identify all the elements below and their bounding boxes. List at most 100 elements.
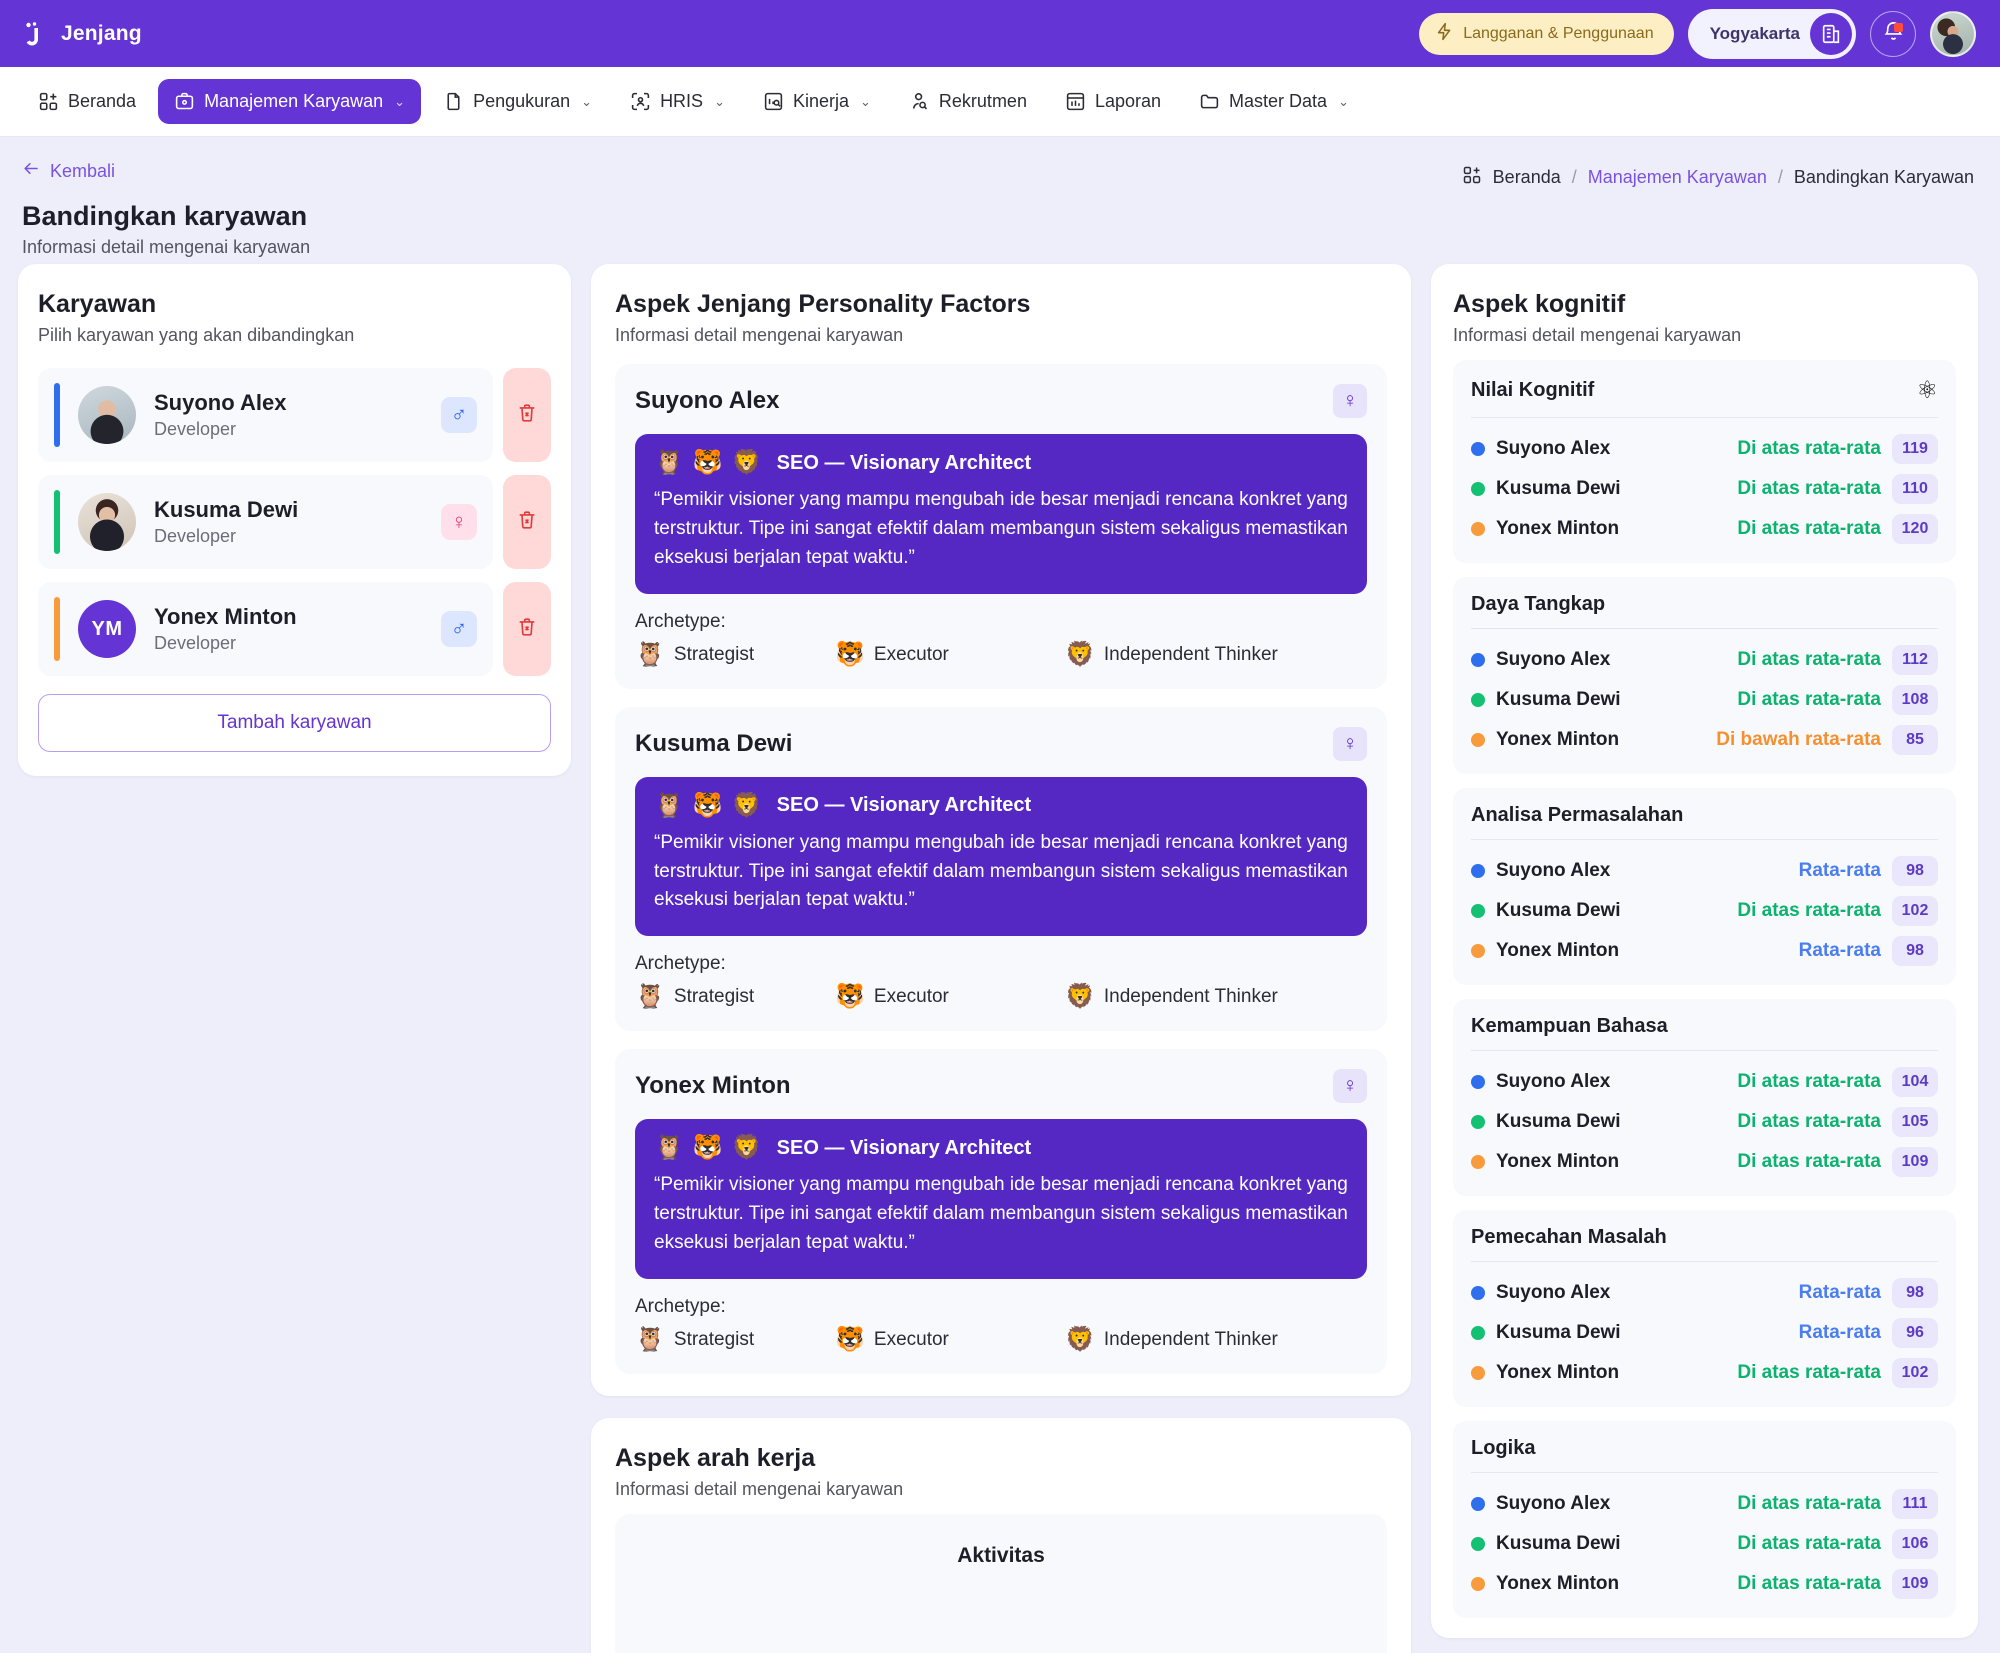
score-badge: 119 xyxy=(1892,434,1938,464)
table-row: Kusuma Dewi Di atas rata-rata 105 xyxy=(1471,1102,1938,1142)
gender-female-icon: ♀ xyxy=(1333,384,1367,418)
status-badge: Di atas rata-rata xyxy=(1737,438,1881,459)
tiger-icon: 🐯 xyxy=(692,791,723,819)
brand[interactable]: Jenjang xyxy=(22,20,142,48)
add-employee-button[interactable]: Tambah karyawan xyxy=(38,694,551,752)
work-direction-title: Aspek arah kerja xyxy=(615,1443,816,1472)
avatar[interactable] xyxy=(1930,10,1976,57)
archetype-label-text: Executor xyxy=(873,986,949,1008)
back-button[interactable]: Kembali xyxy=(22,159,115,183)
lion-icon: 🦁 xyxy=(1065,1325,1095,1353)
status-badge: Di atas rata-rata xyxy=(1737,649,1881,670)
score-badge: 98 xyxy=(1892,856,1938,886)
top-bar: Jenjang Langganan & Penggunaan Yogyakart… xyxy=(0,0,2000,67)
page-subheader: Kembali Bandingkan karyawan Informasi de… xyxy=(0,137,2000,264)
delete-employee-button[interactable] xyxy=(503,368,551,462)
subscription-button[interactable]: Langganan & Penggunaan xyxy=(1419,12,1674,55)
lion-icon: 🦁 xyxy=(731,449,762,476)
briefcase-icon xyxy=(174,91,195,112)
personality-panel-subtitle: Informasi detail mengenai karyawan xyxy=(615,325,904,345)
archetype-label-text: Executor xyxy=(873,643,949,665)
employee-name: Yonex Minton xyxy=(154,604,297,629)
nav-label: Master Data xyxy=(1229,91,1328,111)
notifications-button[interactable] xyxy=(1870,10,1916,57)
person-name: Yonex Minton xyxy=(1496,940,1620,961)
breadcrumb-item-manajemen-karyawan[interactable]: Manajemen Karyawan xyxy=(1587,167,1767,187)
breadcrumb-item-current: Bandingkan Karyawan xyxy=(1793,167,1974,187)
nav-item-kinerja[interactable]: Kinerja ⌄ xyxy=(747,79,887,124)
lion-icon: 🦁 xyxy=(1065,983,1095,1011)
person-name: Kusuma Dewi xyxy=(1496,1533,1621,1554)
employee-initials: YM xyxy=(78,600,136,658)
work-direction-panel: Aspek arah kerja Informasi detail mengen… xyxy=(591,1417,1411,1653)
status-badge: Di atas rata-rata xyxy=(1737,1111,1881,1132)
archetype-executor: 🐯 Executor xyxy=(835,1325,1065,1353)
status-badge: Rata-rata xyxy=(1798,860,1881,881)
delete-employee-button[interactable] xyxy=(503,475,551,569)
cognitive-rows: Suyono Alex Di atas rata-rata 119 Kusuma… xyxy=(1471,417,1938,549)
nav-label: Pengukuran xyxy=(473,91,571,111)
status-badge: Rata-rata xyxy=(1798,940,1881,961)
personality-banner-header: 🦉 🐯 🦁 SEO — Visionary Architect xyxy=(654,451,1348,475)
score-badge: 96 xyxy=(1892,1318,1938,1348)
breadcrumb-item-beranda[interactable]: Beranda xyxy=(1492,167,1561,187)
employee-card[interactable]: YM Yonex Minton Developer ♂ xyxy=(38,582,493,676)
person-name: Suyono Alex xyxy=(1496,1071,1611,1092)
personality-person-name: Suyono Alex xyxy=(635,387,780,414)
cognitive-section-title: Logika xyxy=(1471,1437,1536,1459)
cognitive-panel-subtitle: Informasi detail mengenai karyawan xyxy=(1453,325,1742,345)
employee-panel: Karyawan Pilih karyawan yang akan diband… xyxy=(18,264,571,776)
employee-card[interactable]: Kusuma Dewi Developer ♀ xyxy=(38,475,493,569)
employee-photo xyxy=(78,493,136,551)
location-selector[interactable]: Yogyakarta xyxy=(1687,8,1856,59)
employee-role: Developer xyxy=(154,526,237,546)
jenjang-logo-icon xyxy=(22,20,50,48)
nav-item-manajemen-karyawan[interactable]: Manajemen Karyawan ⌄ xyxy=(158,79,422,124)
nav-item-rekrutmen[interactable]: Rekrutmen xyxy=(893,79,1043,124)
report-icon xyxy=(1065,91,1086,112)
archetype-executor: 🐯 Executor xyxy=(835,642,1065,667)
person-name: Suyono Alex xyxy=(1496,438,1611,459)
person-color-dot xyxy=(1471,522,1485,536)
nav-item-pengukuran[interactable]: Pengukuran ⌄ xyxy=(427,79,608,124)
score-badge: 111 xyxy=(1892,1489,1938,1519)
nav-item-master-data[interactable]: Master Data ⌄ xyxy=(1183,79,1365,124)
employee-card[interactable]: Suyono Alex Developer ♂ xyxy=(38,368,493,462)
personality-panel: Aspek Jenjang Personality Factors Inform… xyxy=(591,264,1411,1396)
gender-female-icon: ♀ xyxy=(441,504,477,540)
lightbulb-atom-icon: ⚛ xyxy=(1916,377,1938,404)
table-row: Suyono Alex Di atas rata-rata 119 xyxy=(1471,429,1938,469)
list-item: YM Yonex Minton Developer ♂ xyxy=(38,582,551,676)
score-badge: 110 xyxy=(1892,474,1938,504)
personality-type-title: SEO — Visionary Architect xyxy=(776,451,1032,474)
table-row: Kusuma Dewi Di atas rata-rata 108 xyxy=(1471,680,1938,720)
employee-name: Suyono Alex xyxy=(154,390,287,415)
lion-icon: 🦁 xyxy=(1065,640,1095,668)
tiger-icon: 🐯 xyxy=(835,1325,865,1353)
status-badge: Di atas rata-rata xyxy=(1737,900,1881,921)
building-icon xyxy=(1810,12,1852,55)
list-item: Kusuma Dewi Developer ♀ xyxy=(38,475,551,569)
employee-list: Suyono Alex Developer ♂ Kusuma Dewi Deve… xyxy=(38,368,551,676)
person-color-dot xyxy=(1471,653,1485,667)
nav-item-laporan[interactable]: Laporan xyxy=(1049,79,1177,124)
cognitive-section: Nilai Kognitif ⚛ Suyono Alex Di atas rat… xyxy=(1453,360,1956,563)
archetype-label: Archetype: xyxy=(635,1295,726,1317)
archetype-executor: 🐯 Executor xyxy=(835,985,1065,1009)
person-color-dot xyxy=(1471,864,1485,878)
archetype-row: 🦉 Strategist 🐯 Executor 🦁 Independent Th… xyxy=(635,985,1367,1009)
cognitive-rows: Suyono Alex Di atas rata-rata 111 Kusuma… xyxy=(1471,1472,1938,1604)
person-name: Suyono Alex xyxy=(1496,649,1611,670)
personality-card-header: Yonex Minton ♀ xyxy=(635,1069,1367,1104)
gender-female-icon: ♀ xyxy=(1333,726,1367,761)
nav-item-beranda[interactable]: Beranda xyxy=(22,79,152,124)
nav-item-hris[interactable]: HRIS ⌄ xyxy=(614,79,741,124)
nav-label: Manajemen Karyawan xyxy=(204,91,384,111)
cognitive-section-header: Logika xyxy=(1471,1437,1938,1472)
delete-employee-button[interactable] xyxy=(503,582,551,676)
gender-male-icon: ♂ xyxy=(441,611,477,647)
cognitive-section-title: Nilai Kognitif xyxy=(1471,379,1595,401)
cognitive-panel-title: Aspek kognitif xyxy=(1453,290,1626,318)
table-row: Suyono Alex Rata-rata 98 xyxy=(1471,851,1938,891)
cognitive-rows: Suyono Alex Rata-rata 98 Kusuma Dewi Di … xyxy=(1471,839,1938,971)
